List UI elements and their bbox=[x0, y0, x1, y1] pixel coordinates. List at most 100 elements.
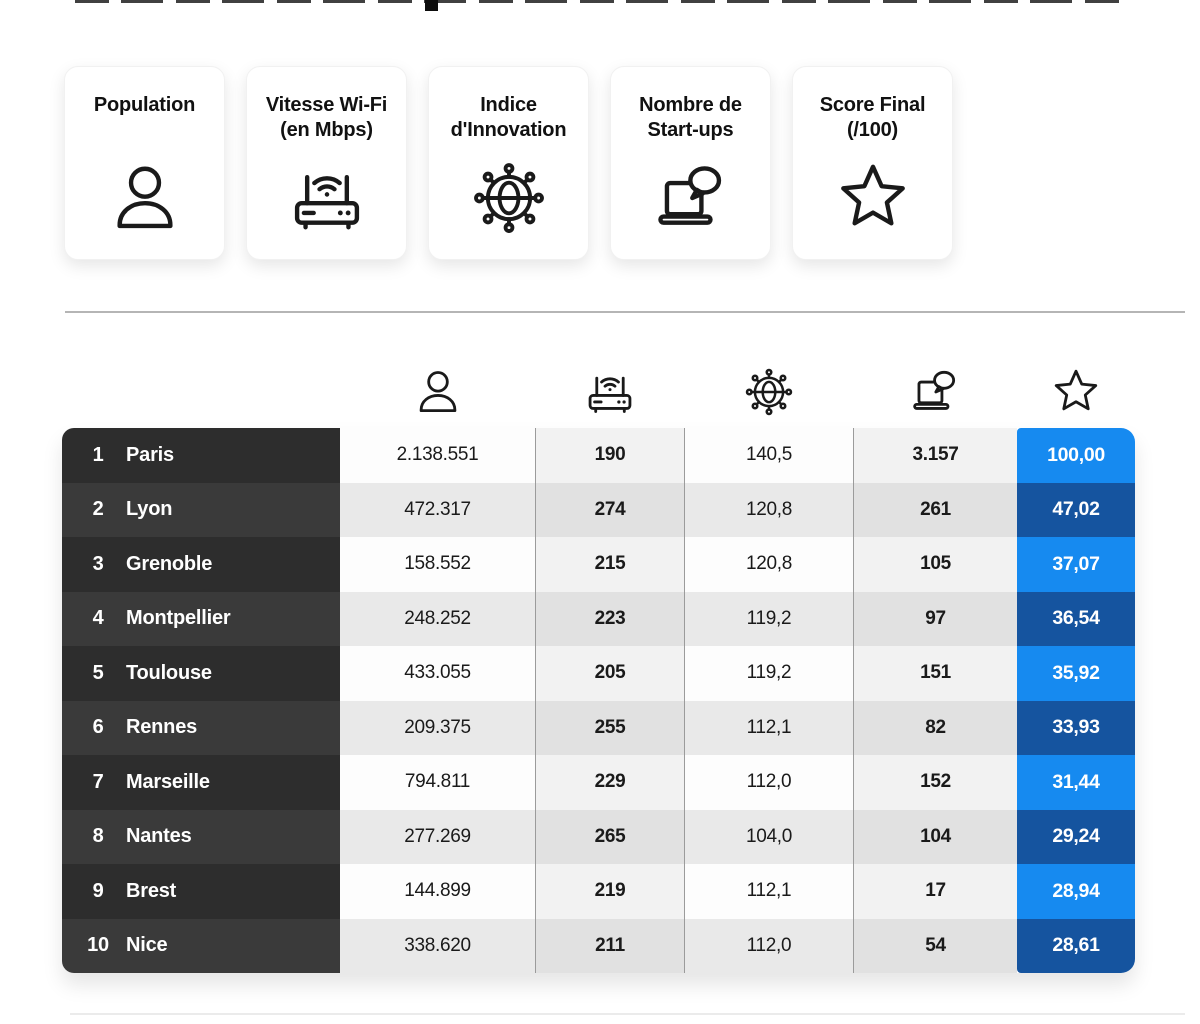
column-header-startups bbox=[853, 350, 1017, 426]
final-score-cell: 100,00 bbox=[1017, 428, 1135, 483]
final-score-cell: 31,44 bbox=[1017, 755, 1135, 810]
startups-count-cell: 82 bbox=[853, 700, 1017, 755]
legend-card-startups: Nombre de Start-ups bbox=[610, 66, 771, 260]
startups-count-cell: 104 bbox=[853, 809, 1017, 864]
population-cell: 158.552 bbox=[340, 537, 535, 592]
rank-city-cell: 2 Lyon bbox=[62, 482, 340, 537]
wifi-speed-cell: 229 bbox=[535, 755, 684, 810]
wifi-speed-cell: 223 bbox=[535, 591, 684, 646]
population-cell: 209.375 bbox=[340, 700, 535, 755]
column-header-score bbox=[1017, 350, 1135, 426]
population-cell: 794.811 bbox=[340, 755, 535, 810]
rank-value: 1 bbox=[92, 443, 104, 466]
wifi-speed-cell: 190 bbox=[535, 428, 684, 483]
table-row: 4 Montpellier 248.252 223 119,2 97 36,54 bbox=[62, 591, 1135, 646]
section-divider bbox=[65, 311, 1185, 313]
population-cell: 248.252 bbox=[340, 591, 535, 646]
population-cell: 2.138.551 bbox=[340, 428, 535, 483]
population-cell: 277.269 bbox=[340, 809, 535, 864]
final-score-cell: 29,24 bbox=[1017, 809, 1135, 864]
final-score-cell: 35,92 bbox=[1017, 646, 1135, 701]
legend-card-wifi: Vitesse Wi-Fi (en Mbps) bbox=[246, 66, 407, 260]
startups-count-cell: 152 bbox=[853, 755, 1017, 810]
bottom-divider bbox=[70, 1013, 1185, 1015]
table-row: 9 Brest 144.899 219 112,1 17 28,94 bbox=[62, 864, 1135, 919]
final-score-cell: 28,94 bbox=[1017, 864, 1135, 919]
table-row: 7 Marseille 794.811 229 112,0 152 31,44 bbox=[62, 755, 1135, 810]
city-name: Rennes bbox=[126, 716, 198, 739]
final-score-cell: 47,02 bbox=[1017, 482, 1135, 537]
rank-value: 5 bbox=[92, 661, 104, 684]
city-ranking-table: 1 Paris 2.138.551 190 140,5 3.157 100,00… bbox=[62, 428, 1135, 973]
rank-city-cell: 5 Toulouse bbox=[62, 646, 340, 701]
laptop-chat-icon bbox=[909, 366, 961, 418]
population-cell: 433.055 bbox=[340, 646, 535, 701]
router-icon bbox=[584, 366, 636, 418]
startups-count-cell: 97 bbox=[853, 591, 1017, 646]
table-row: 3 Grenoble 158.552 215 120,8 105 37,07 bbox=[62, 537, 1135, 592]
router-icon bbox=[247, 159, 406, 237]
innovation-network-icon bbox=[743, 366, 795, 418]
city-name: Grenoble bbox=[126, 552, 213, 575]
innovation-index-cell: 112,1 bbox=[684, 864, 853, 919]
cropped-title-text-fragments bbox=[75, 0, 1130, 3]
innovation-index-cell: 119,2 bbox=[684, 646, 853, 701]
population-cell: 338.620 bbox=[340, 918, 535, 973]
rank-value: 2 bbox=[92, 498, 104, 521]
table-row: 1 Paris 2.138.551 190 140,5 3.157 100,00 bbox=[62, 428, 1135, 483]
rank-city-cell: 6 Rennes bbox=[62, 700, 340, 755]
city-name: Brest bbox=[126, 879, 177, 902]
person-icon bbox=[65, 159, 224, 237]
table-row: 10 Nice 338.620 211 112,0 54 28,61 bbox=[62, 918, 1135, 973]
city-name: Nantes bbox=[126, 825, 192, 848]
card-label: Score Final (/100) bbox=[819, 94, 926, 141]
innovation-index-cell: 112,0 bbox=[684, 755, 853, 810]
rank-value: 4 bbox=[92, 607, 104, 630]
cropped-title-descender bbox=[425, 0, 438, 11]
innovation-index-cell: 104,0 bbox=[684, 809, 853, 864]
innovation-index-cell: 112,1 bbox=[684, 700, 853, 755]
card-label: Nombre de Start-ups bbox=[639, 94, 742, 141]
table-row: 2 Lyon 472.317 274 120,8 261 47,02 bbox=[62, 482, 1135, 537]
laptop-chat-icon bbox=[611, 159, 770, 237]
final-score-cell: 33,93 bbox=[1017, 700, 1135, 755]
legend-card-population: Population bbox=[64, 66, 225, 260]
city-name: Paris bbox=[126, 443, 174, 466]
wifi-speed-cell: 215 bbox=[535, 537, 684, 592]
wifi-speed-cell: 255 bbox=[535, 700, 684, 755]
city-name: Toulouse bbox=[126, 661, 212, 684]
startups-count-cell: 151 bbox=[853, 646, 1017, 701]
rank-value: 6 bbox=[92, 716, 104, 739]
cropped-title-remnant bbox=[0, 0, 1200, 46]
star-icon bbox=[1050, 366, 1102, 418]
innovation-index-cell: 120,8 bbox=[684, 482, 853, 537]
table-row: 6 Rennes 209.375 255 112,1 82 33,93 bbox=[62, 700, 1135, 755]
innovation-index-cell: 140,5 bbox=[684, 428, 853, 483]
rank-city-cell: 4 Montpellier bbox=[62, 591, 340, 646]
innovation-index-cell: 112,0 bbox=[684, 918, 853, 973]
card-label: Population bbox=[93, 94, 196, 116]
column-header-population bbox=[340, 350, 535, 426]
wifi-speed-cell: 265 bbox=[535, 809, 684, 864]
card-label: Vitesse Wi-Fi (en Mbps) bbox=[265, 94, 388, 141]
wifi-speed-cell: 219 bbox=[535, 864, 684, 919]
star-icon bbox=[793, 159, 952, 237]
legend-card-score: Score Final (/100) bbox=[792, 66, 953, 260]
wifi-speed-cell: 211 bbox=[535, 918, 684, 973]
final-score-cell: 36,54 bbox=[1017, 591, 1135, 646]
startups-count-cell: 17 bbox=[853, 864, 1017, 919]
startups-count-cell: 261 bbox=[853, 482, 1017, 537]
rank-city-cell: 3 Grenoble bbox=[62, 537, 340, 592]
startups-count-cell: 105 bbox=[853, 537, 1017, 592]
rank-city-cell: 1 Paris bbox=[62, 428, 340, 483]
rank-city-cell: 8 Nantes bbox=[62, 809, 340, 864]
rank-value: 8 bbox=[92, 825, 104, 848]
city-name: Lyon bbox=[126, 498, 173, 521]
population-cell: 472.317 bbox=[340, 482, 535, 537]
rank-city-cell: 9 Brest bbox=[62, 864, 340, 919]
rank-value: 3 bbox=[92, 552, 104, 575]
innovation-index-cell: 119,2 bbox=[684, 591, 853, 646]
table-header-icons bbox=[340, 350, 1135, 426]
person-icon bbox=[412, 366, 464, 418]
wifi-speed-cell: 205 bbox=[535, 646, 684, 701]
